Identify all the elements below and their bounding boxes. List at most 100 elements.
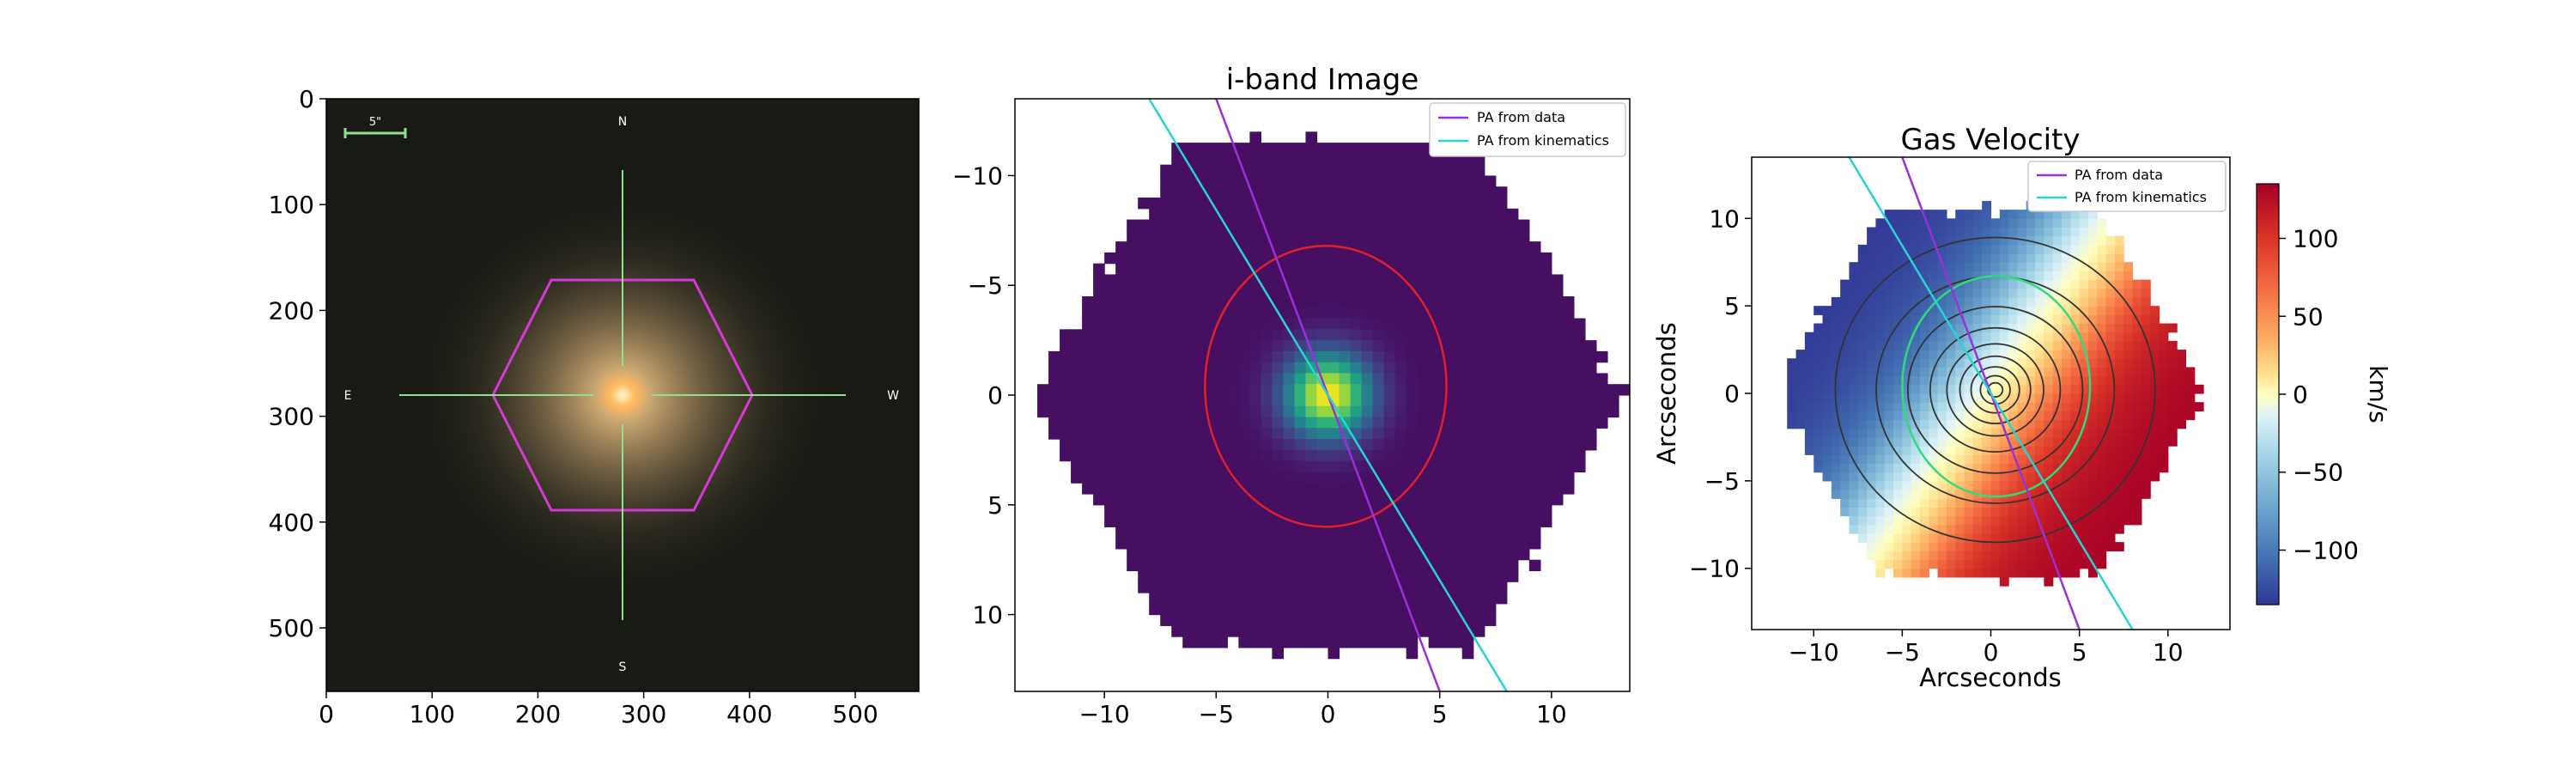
heatmap-cell [1361, 164, 1374, 177]
velocity-cell [2026, 551, 2036, 561]
velocity-cell [2008, 411, 2019, 421]
velocity-cell [1867, 323, 1877, 333]
velocity-cell [1982, 358, 1992, 368]
heatmap-cell [1540, 472, 1552, 484]
heatmap-cell [1171, 581, 1183, 593]
heatmap-cell [1350, 593, 1363, 605]
velocity-cell [1929, 428, 1939, 438]
velocity-cell [2105, 515, 2116, 526]
velocity-cell [1999, 227, 2009, 237]
heatmap-cell [1249, 515, 1261, 527]
velocity-cell [1929, 323, 1939, 333]
velocity-cell [2123, 271, 2134, 281]
heatmap-cell [1037, 405, 1049, 418]
velocity-cell [2079, 218, 2089, 228]
heatmap-cell [1573, 417, 1586, 429]
heatmap-cell [1171, 570, 1183, 582]
velocity-cell [1902, 262, 1912, 272]
heatmap-cell [1439, 538, 1452, 550]
heatmap-cell [1171, 526, 1183, 539]
heatmap-cell [1406, 241, 1419, 253]
velocity-cell [2044, 288, 2054, 298]
heatmap-cell [1305, 263, 1318, 276]
heatmap-cell [1339, 263, 1352, 276]
heatmap-cell [1428, 417, 1441, 429]
heatmap-cell [1339, 350, 1352, 363]
velocity-cell [2052, 350, 2063, 359]
heatmap-cell [1216, 230, 1228, 242]
heatmap-cell [1249, 285, 1261, 297]
heatmap-cell [1205, 593, 1217, 605]
velocity-cell [1964, 568, 1974, 578]
heatmap-cell [1261, 483, 1273, 495]
velocity-cell [1902, 472, 1912, 482]
heatmap-cell [1138, 274, 1150, 286]
velocity-cell [1884, 411, 1894, 421]
heatmap-cell [1071, 329, 1083, 341]
velocity-cell [1795, 350, 1806, 359]
velocity-cell [1893, 218, 1903, 228]
velocity-cell [2008, 524, 2019, 534]
heatmap-cell [1138, 559, 1150, 572]
heatmap-cell [1316, 559, 1329, 572]
velocity-cell [1902, 533, 1912, 543]
heatmap-cell [1439, 439, 1452, 451]
velocity-cell [1982, 402, 1992, 411]
heatmap-cell [1439, 263, 1452, 276]
heatmap-cell [1127, 439, 1139, 451]
heatmap-cell [1394, 153, 1407, 166]
heatmap-cell [1372, 208, 1385, 221]
heatmap-cell [1450, 581, 1463, 593]
heatmap-cell [1495, 241, 1508, 253]
heatmap-cell [1261, 263, 1273, 276]
heatmap-cell [1138, 504, 1150, 517]
heatmap-cell [1138, 428, 1150, 440]
velocity-cell [2017, 218, 2027, 228]
velocity-cell [2044, 463, 2054, 473]
velocity-cell [1849, 393, 1859, 403]
heatmap-cell [1305, 274, 1318, 286]
heatmap-cell [1361, 230, 1374, 242]
heatmap-cell [1495, 460, 1508, 473]
velocity-cell [2097, 419, 2107, 429]
velocity-cell [1893, 367, 1903, 377]
plot-frame [325, 98, 920, 692]
heatmap-cell [1238, 515, 1250, 527]
velocity-cell [2044, 393, 2054, 403]
velocity-cell [2105, 480, 2116, 490]
heatmap-cell [1238, 186, 1250, 198]
velocity-cell [2097, 340, 2107, 350]
velocity-cell [2044, 551, 2054, 561]
heatmap-cell [1171, 285, 1183, 297]
velocity-cell [1795, 367, 1806, 377]
velocity-cell [1929, 559, 1939, 569]
velocity-cell [2026, 296, 2036, 307]
velocity-cell [2035, 463, 2044, 473]
heatmap-cell [1037, 384, 1049, 396]
velocity-cell [1929, 507, 1939, 517]
velocity-cell [1929, 340, 1939, 350]
x-tick-label: 10 [2153, 638, 2184, 666]
heatmap-cell [1194, 164, 1206, 177]
heatmap-cell [1551, 362, 1564, 374]
heatmap-cell [1216, 614, 1228, 626]
heatmap-cell [1473, 384, 1485, 396]
velocity-cell [2105, 490, 2116, 499]
heatmap-cell [1372, 241, 1385, 253]
velocity-cell [2044, 375, 2054, 386]
heatmap-cell [1528, 449, 1541, 462]
heatmap-cell [1540, 439, 1552, 451]
velocity-cell [1875, 559, 1886, 569]
heatmap-cell [1048, 384, 1060, 396]
heatmap-cell [1294, 405, 1307, 418]
heatmap-cell [1182, 219, 1194, 231]
heatmap-cell [1450, 384, 1463, 396]
heatmap-cell [1417, 318, 1430, 330]
velocity-cell [2044, 498, 2054, 508]
heatmap-cell [1238, 439, 1250, 451]
velocity-cell [2035, 507, 2044, 517]
y-tick-label: 400 [269, 508, 314, 537]
heatmap-cell [1138, 263, 1150, 276]
heatmap-cell [1316, 198, 1329, 210]
heatmap-cell [1506, 472, 1519, 484]
